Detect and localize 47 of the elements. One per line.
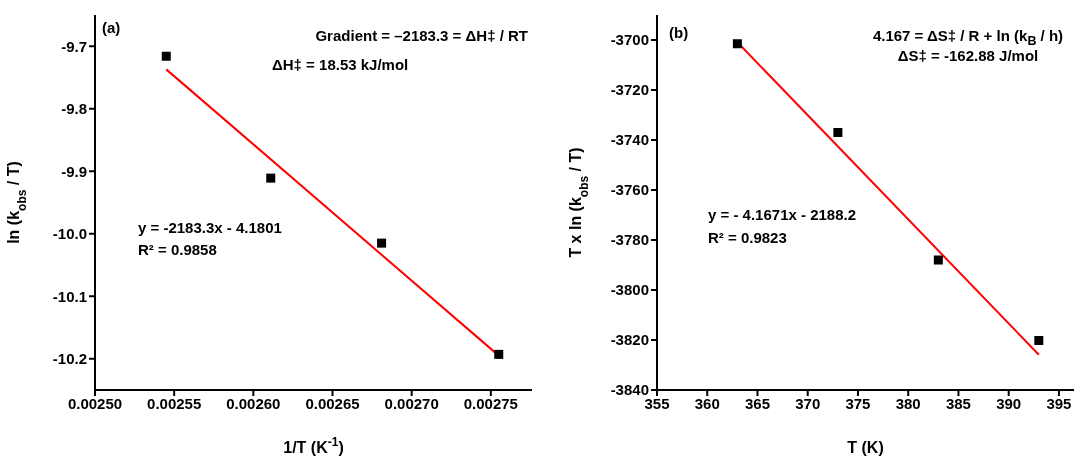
y-tick-label: -3720 — [610, 81, 649, 99]
annotation: Gradient = –2183.3 = ΔH‡ / RT — [315, 26, 528, 46]
x-tick-label: 0.00270 — [384, 394, 439, 412]
x-axis-title: 1/T (K$^{-1}$) — [283, 435, 344, 456]
point — [161, 51, 171, 61]
annotation: ΔH‡ = 18.53 kJ/mol — [272, 55, 409, 75]
x-tick-label: 380 — [895, 394, 921, 412]
x-tick-label: 0.00275 — [463, 394, 518, 412]
x-tick-label: 395 — [1046, 394, 1072, 412]
x-tick-label: 370 — [795, 394, 821, 412]
y-tick-label: -10.2 — [52, 350, 87, 368]
annotation: (b) — [669, 23, 689, 43]
x-tick-label: 365 — [744, 394, 770, 412]
point — [1034, 336, 1044, 345]
x-tick-label: 0.00265 — [305, 394, 360, 412]
point — [833, 128, 843, 137]
x-tick-label: 360 — [694, 394, 720, 412]
point — [732, 39, 742, 49]
x-tick-label: 0.00250 — [67, 394, 123, 412]
y-tick-label: -10.0 — [52, 225, 87, 243]
y-tick-label: -9.7 — [61, 37, 87, 55]
x-tick-label: 375 — [845, 394, 871, 412]
x-tick-label: 0.00255 — [147, 394, 202, 412]
point — [266, 173, 276, 183]
y-tick-label: -9.9 — [61, 162, 87, 180]
annotation: y = - 4.1671x - 2188.2 — [708, 205, 857, 225]
y-tick-label: -3800 — [610, 281, 649, 299]
annotation: R² = 0.9858 — [138, 240, 217, 260]
y-tick-label: -10.1 — [52, 287, 87, 305]
point — [494, 349, 504, 359]
y-tick-label: -3700 — [610, 31, 649, 49]
x-tick-label: 0.00260 — [226, 394, 281, 412]
annotation: y = -2183.3x - 4.1801 — [138, 218, 282, 238]
y-tick-label: -3760 — [610, 181, 649, 199]
x-axis-title: T (K) — [847, 439, 884, 456]
annotation: ΔS‡ = -162.88 J/mol — [897, 46, 1039, 66]
y-tick-label: -3780 — [610, 231, 649, 249]
x-tick-label: 385 — [945, 394, 971, 412]
annotation: (a) — [102, 18, 121, 38]
y-tick-label: -9.8 — [61, 100, 87, 118]
y-tick-label: -3820 — [610, 331, 649, 349]
point — [933, 255, 943, 265]
point — [377, 238, 387, 248]
annotation: R² = 0.9823 — [708, 228, 787, 248]
y-tick-label: -3740 — [610, 131, 649, 149]
annotation: 4.167 = ΔS‡ / R + ln (k$_{B}$ / h) — [872, 27, 1064, 48]
x-tick-label: 390 — [996, 394, 1022, 412]
